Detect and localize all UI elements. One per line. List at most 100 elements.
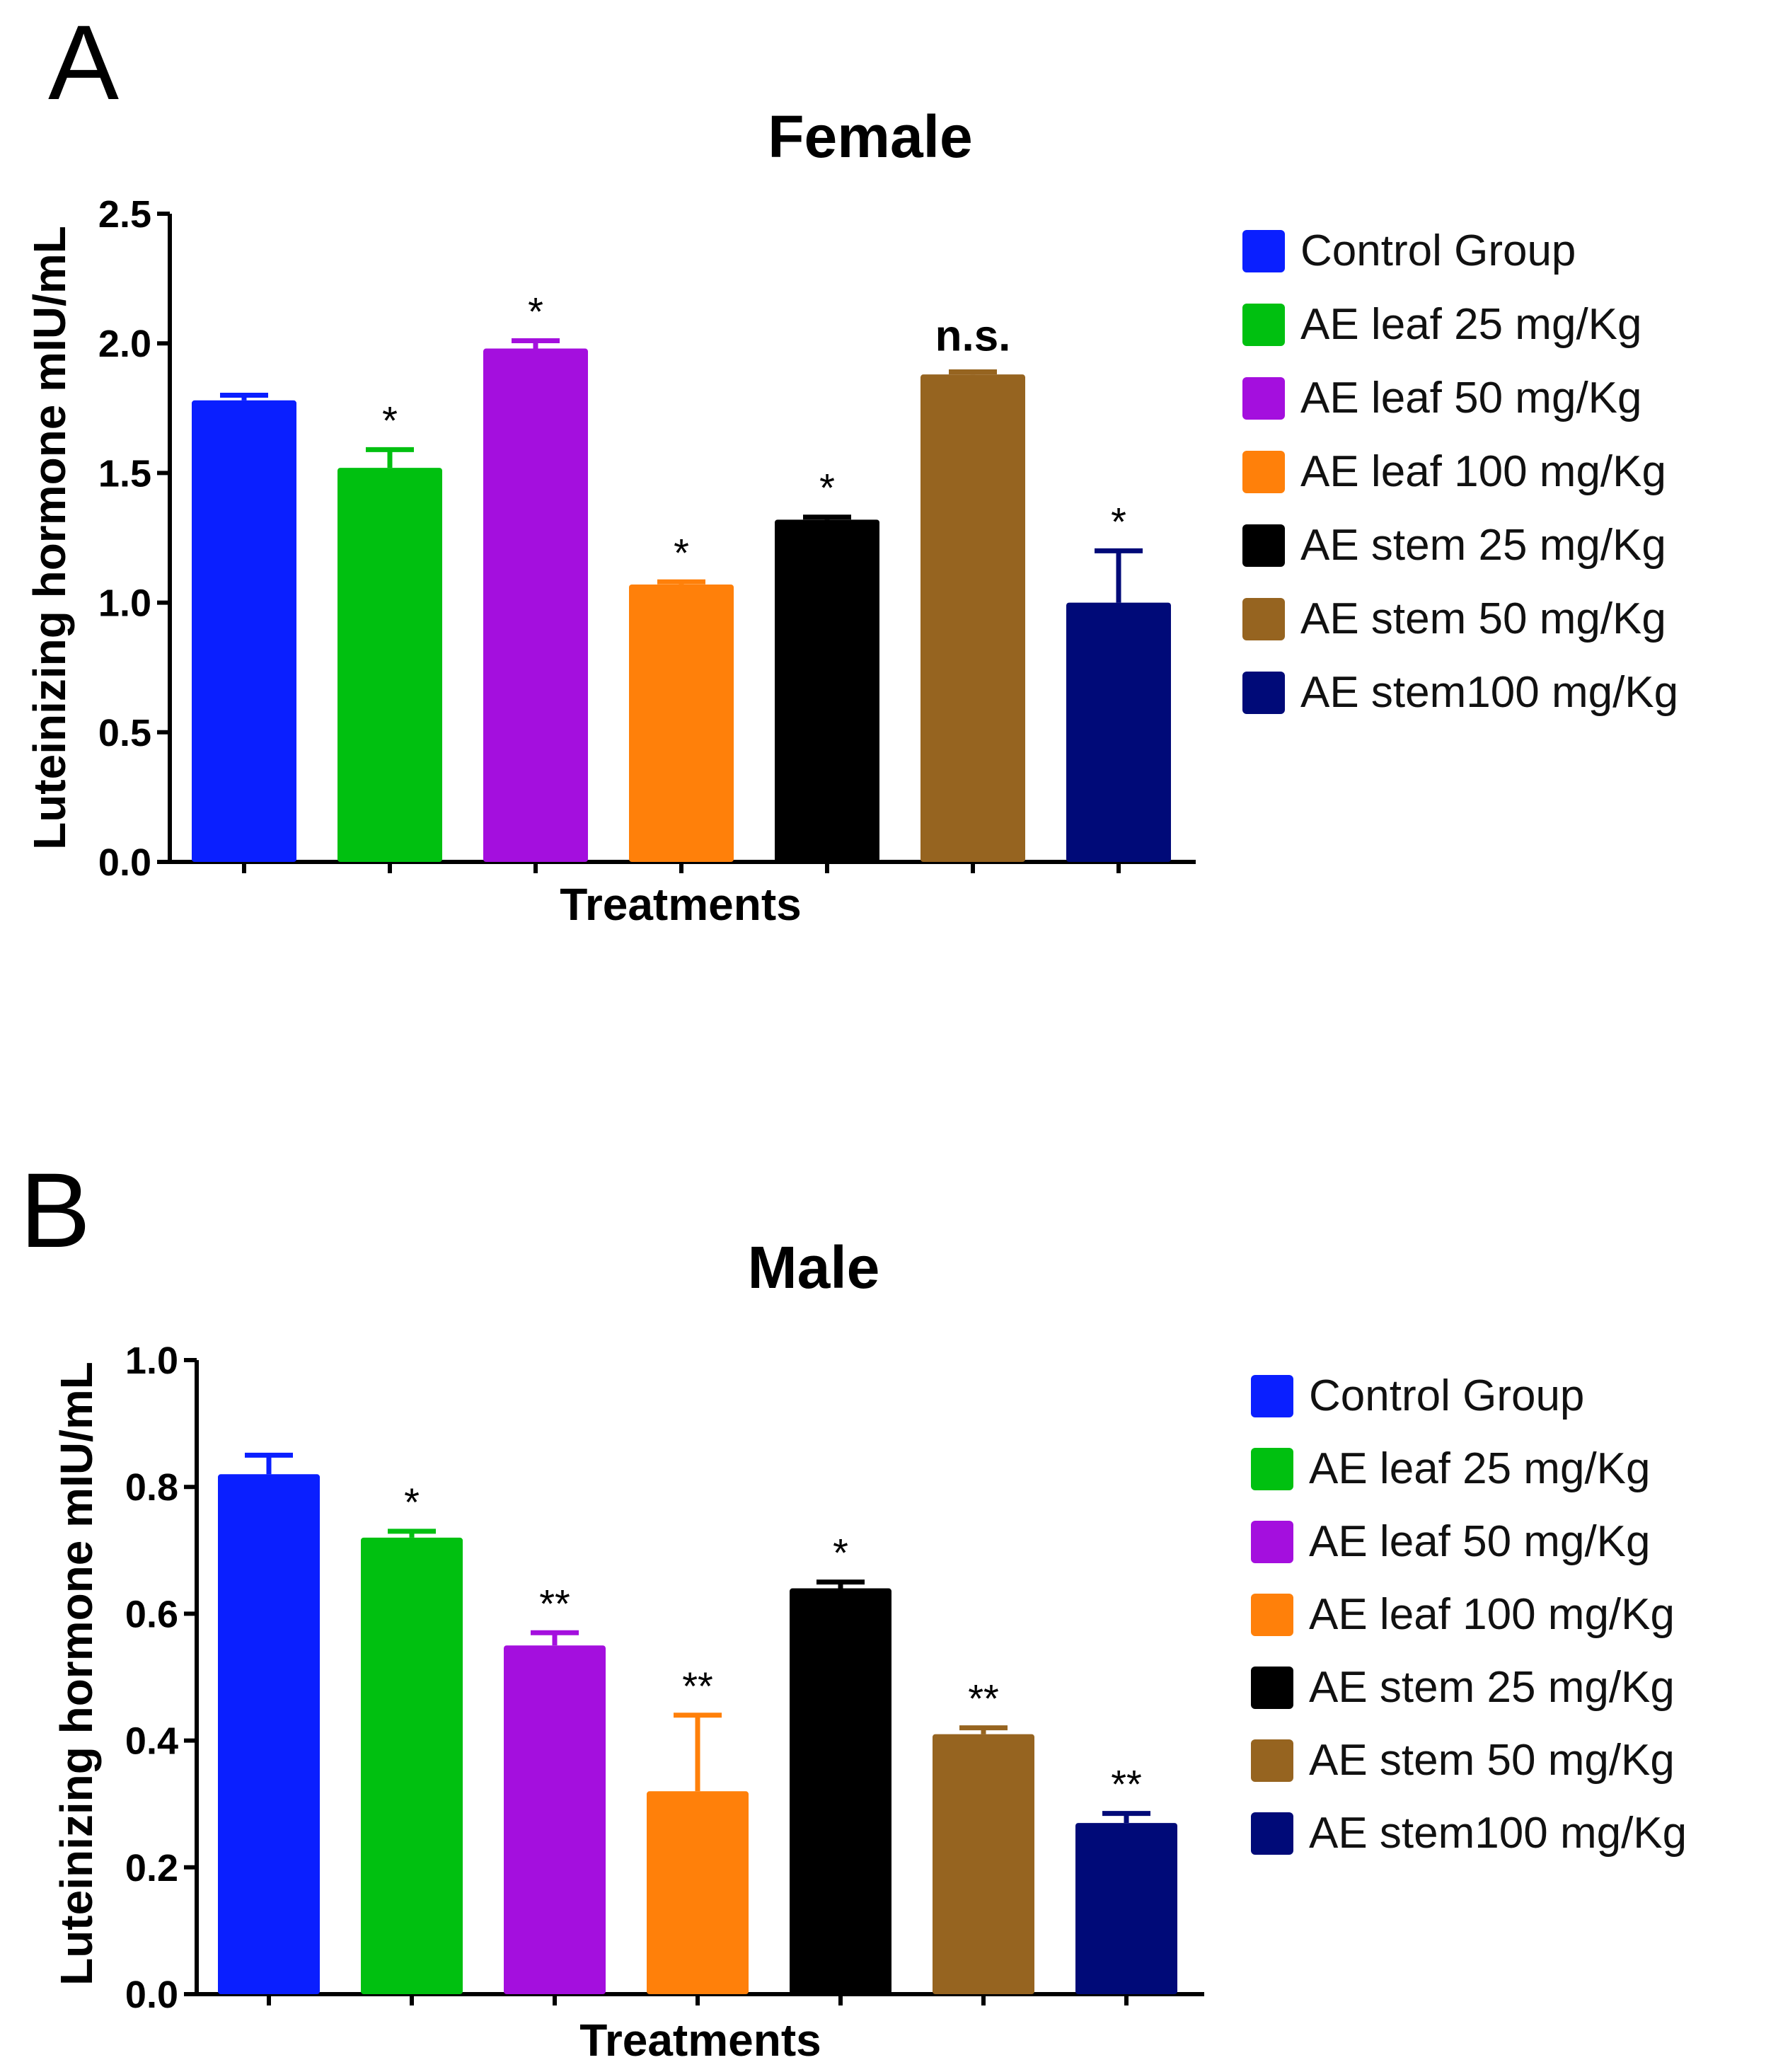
significance-label: * — [819, 466, 835, 510]
y-axis-title: Luteinizing hormone mIU/mL — [24, 226, 75, 850]
significance-label: * — [528, 289, 543, 334]
bar-group-7: ** — [1075, 1762, 1177, 2005]
legend-swatch — [1242, 524, 1285, 567]
bar — [1066, 602, 1171, 862]
y-tick-label: 0.0 — [125, 1974, 178, 2016]
y-tick-label: 0.6 — [125, 1593, 178, 1635]
bar — [337, 468, 442, 862]
legend-label: AE stem100 mg/Kg — [1309, 1809, 1687, 1858]
legend-item: AE leaf 100 mg/Kg — [1242, 447, 1666, 496]
y-tick-label: 1.0 — [98, 582, 151, 625]
legend-item: Control Group — [1251, 1371, 1584, 1420]
legend-label: AE stem 25 mg/Kg — [1309, 1663, 1675, 1712]
legend-label: AE stem 50 mg/Kg — [1309, 1736, 1675, 1785]
bar — [218, 1474, 320, 1994]
significance-label: ** — [539, 1581, 570, 1625]
significance-label: * — [674, 530, 689, 575]
legend-label: AE leaf 50 mg/Kg — [1309, 1517, 1651, 1566]
bar — [775, 519, 879, 862]
legend-item: AE leaf 100 mg/Kg — [1251, 1590, 1675, 1639]
chart-title: Male — [748, 1234, 880, 1301]
bar-group-6: n.s. — [920, 312, 1025, 873]
bar — [1075, 1823, 1177, 1994]
legend-swatch — [1251, 1594, 1293, 1636]
bar-group-1 — [218, 1452, 320, 2005]
bar-group-3: * — [483, 289, 588, 873]
bar — [920, 374, 1025, 862]
legend-item: AE stem100 mg/Kg — [1251, 1809, 1687, 1858]
legend-swatch — [1242, 598, 1285, 640]
legend-item: AE stem 50 mg/Kg — [1251, 1736, 1675, 1785]
x-axis-title: Treatments — [579, 2015, 821, 2066]
legend-swatch — [1251, 1521, 1293, 1563]
bar-group-5: * — [775, 466, 879, 873]
legend-label: Control Group — [1309, 1371, 1584, 1420]
bar-group-5: * — [790, 1531, 891, 2005]
bar — [361, 1537, 463, 1994]
y-tick-label: 2.5 — [98, 193, 151, 236]
bar-group-6: ** — [933, 1676, 1034, 2005]
y-tick-label: 1.0 — [125, 1340, 178, 1382]
legend-item: AE stem 25 mg/Kg — [1242, 521, 1666, 570]
bar-group-2: * — [361, 1480, 463, 2005]
legend-item: AE stem100 mg/Kg — [1242, 668, 1678, 717]
legend-label: AE stem 50 mg/Kg — [1300, 594, 1666, 643]
legend-swatch — [1251, 1812, 1293, 1855]
legend-item: Control Group — [1242, 226, 1576, 275]
bar-group-4: ** — [647, 1664, 749, 2005]
bar — [790, 1588, 891, 1994]
y-axis-title: Luteinizing hormone mIU/mL — [51, 1362, 102, 1986]
y-tick-label: 0.8 — [125, 1466, 178, 1509]
bar — [504, 1645, 606, 1994]
bar — [483, 348, 588, 862]
legend-label: AE stem100 mg/Kg — [1300, 668, 1678, 717]
significance-label: * — [833, 1531, 848, 1575]
panel-label: B — [20, 1151, 91, 1270]
significance-label: * — [1111, 499, 1126, 543]
legend: Control Group AE leaf 25 mg/Kg AE leaf 50 … — [1251, 1371, 1687, 1858]
bar-group-3: ** — [504, 1581, 606, 2005]
legend-swatch — [1251, 1739, 1293, 1782]
legend-item: AE leaf 50 mg/Kg — [1242, 374, 1642, 422]
significance-label: n.s. — [935, 312, 1011, 361]
y-tick-label: 1.5 — [98, 452, 151, 495]
legend-swatch — [1242, 230, 1285, 272]
bar — [647, 1791, 749, 1994]
bar-group-1 — [192, 392, 296, 873]
legend: Control Group AE leaf 25 mg/Kg AE leaf 50 … — [1242, 226, 1678, 717]
legend-label: AE leaf 25 mg/Kg — [1300, 300, 1642, 349]
legend-label: Control Group — [1300, 226, 1576, 275]
significance-label: ** — [1111, 1762, 1142, 1807]
bar-group-7: * — [1066, 499, 1171, 873]
y-tick-label: 0.5 — [98, 712, 151, 754]
panel-label: A — [48, 3, 119, 122]
bar-group-2: * — [337, 398, 442, 873]
legend-item: AE stem 50 mg/Kg — [1242, 594, 1666, 643]
chart-panel-a: A Female 0.0 0.5 1.0 1.5 2.0 2.5 Luteinizing hor… — [24, 3, 1678, 930]
legend-swatch — [1251, 1375, 1293, 1417]
y-tick-label: 2.0 — [98, 323, 151, 365]
legend-item: AE leaf 25 mg/Kg — [1242, 300, 1642, 349]
significance-label: ** — [682, 1664, 713, 1708]
legend-label: AE leaf 25 mg/Kg — [1309, 1444, 1651, 1493]
legend-label: AE leaf 100 mg/Kg — [1309, 1590, 1675, 1639]
legend-swatch — [1242, 304, 1285, 346]
y-tick-label: 0.0 — [98, 841, 151, 884]
x-axis-title: Treatments — [560, 879, 801, 930]
legend-item: AE leaf 50 mg/Kg — [1251, 1517, 1651, 1566]
significance-label: ** — [968, 1676, 999, 1721]
legend-label: AE leaf 50 mg/Kg — [1300, 374, 1642, 422]
bar-group-4: * — [629, 530, 734, 873]
y-tick-label: 0.4 — [125, 1720, 178, 1763]
legend-label: AE stem 25 mg/Kg — [1300, 521, 1666, 570]
legend-swatch — [1251, 1448, 1293, 1490]
bar — [933, 1734, 1034, 1994]
legend-swatch — [1251, 1667, 1293, 1709]
bar — [192, 400, 296, 862]
significance-label: * — [404, 1480, 420, 1524]
legend-swatch — [1242, 377, 1285, 420]
chart-panel-b: B Male 0.0 0.2 0.4 0.6 0.8 1.0 Luteinizing hormo… — [20, 1151, 1687, 2066]
bar — [629, 584, 734, 862]
legend-item: AE leaf 25 mg/Kg — [1251, 1444, 1651, 1493]
